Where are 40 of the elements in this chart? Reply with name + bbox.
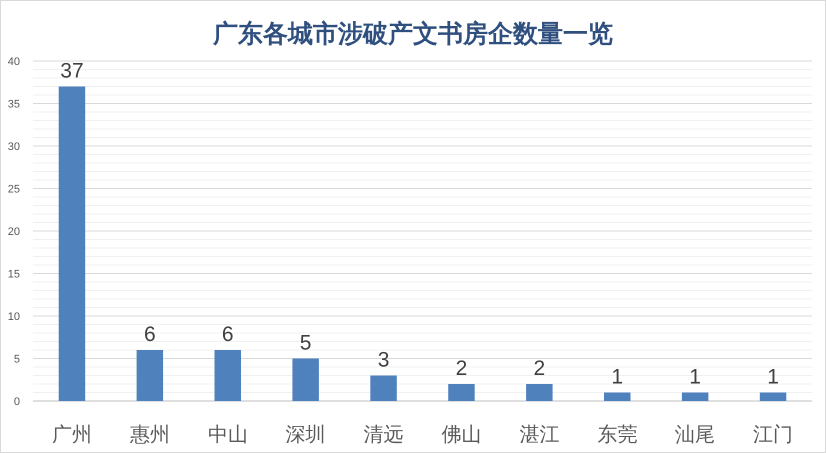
x-tick-label: 深圳 xyxy=(286,424,326,446)
bar xyxy=(136,350,164,401)
bar xyxy=(370,376,397,401)
data-label: 1 xyxy=(689,366,701,388)
y-tick-label: 25 xyxy=(8,184,20,196)
x-tick-label: 汕尾 xyxy=(675,424,716,446)
bar xyxy=(292,358,319,401)
data-label: 2 xyxy=(534,357,546,380)
data-label: 1 xyxy=(611,366,624,388)
x-tick-label: 中山 xyxy=(208,424,248,446)
data-label: 3 xyxy=(378,348,390,372)
data-label: 37 xyxy=(60,60,84,82)
x-tick-label: 江门 xyxy=(753,424,794,446)
y-tick-label: 35 xyxy=(8,98,20,110)
bar xyxy=(526,384,553,401)
x-tick-label: 湛江 xyxy=(519,424,560,446)
bar xyxy=(604,392,630,401)
y-tick-label: 40 xyxy=(8,56,20,68)
x-tick-label: 广州 xyxy=(52,424,92,446)
bar xyxy=(760,392,786,401)
data-label: 2 xyxy=(456,357,468,380)
data-label: 1 xyxy=(767,366,779,388)
bar xyxy=(214,350,241,401)
y-tick-label: 30 xyxy=(8,141,20,153)
y-tick-label: 0 xyxy=(14,396,20,408)
data-label: 6 xyxy=(222,323,234,346)
x-tick-label: 惠州 xyxy=(128,424,170,446)
bar xyxy=(58,86,86,401)
x-tick-label: 东莞 xyxy=(597,424,638,446)
data-label: 5 xyxy=(300,332,312,354)
x-tick-label: 佛山 xyxy=(441,424,482,446)
y-tick-label: 20 xyxy=(8,226,20,238)
title: 广东各城市涉破产文书房企数量一览 xyxy=(213,21,613,48)
x-tick-label: 清远 xyxy=(364,424,404,446)
data-label: 6 xyxy=(144,323,156,346)
bar xyxy=(682,392,708,401)
y-tick-label: 10 xyxy=(8,311,20,323)
bar xyxy=(448,384,475,401)
y-tick-label: 5 xyxy=(14,354,20,366)
y-tick-label: 15 xyxy=(8,268,20,280)
